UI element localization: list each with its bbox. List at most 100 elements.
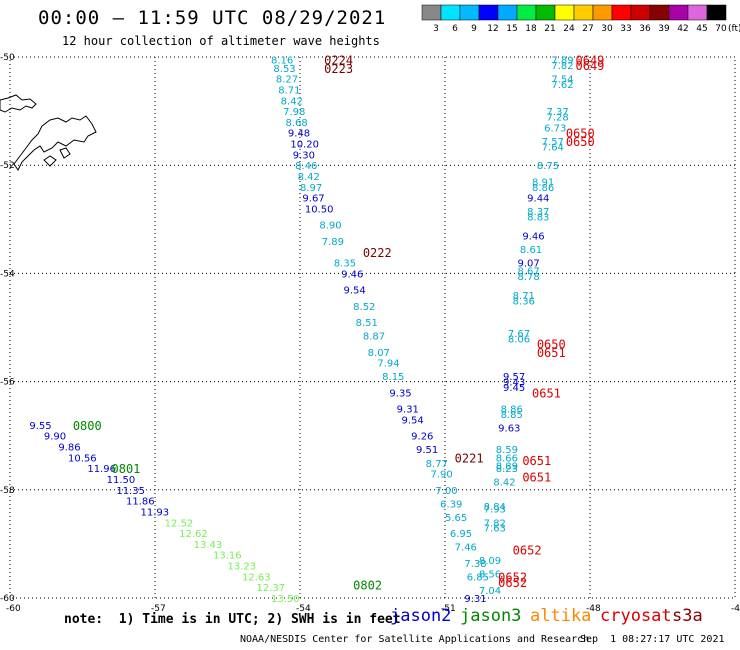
- swh-value: 9.48: [288, 129, 310, 140]
- swh-value: 9.55: [29, 421, 51, 432]
- swh-value: 8.36: [513, 296, 535, 307]
- colorbar-tick: 18: [525, 24, 537, 34]
- colorbar-tick: 27: [582, 24, 593, 34]
- colorbar-tick: 21: [544, 24, 555, 34]
- colorbar-tick: 33: [620, 24, 631, 34]
- swh-value: 5.65: [445, 513, 467, 524]
- swh-value: 8.71: [278, 85, 300, 96]
- swh-value: 11.93: [141, 507, 170, 518]
- swh-value: 7.89: [551, 56, 573, 67]
- swh-value: 10.20: [290, 140, 319, 151]
- swh-value: 12.63: [242, 572, 271, 583]
- axis-labels: -60 -57 -54 -51 -48 -45 -50 -52 -54 -56 -58 -60: [0, 53, 740, 614]
- note: note: 1) Time is in UTC; 2) SWH is in fe…: [64, 612, 401, 627]
- swh-value: 8.71: [513, 291, 535, 302]
- colorbar-swatch: [535, 4, 556, 21]
- footer-credit: NOAA/NESDIS Center for Satellite Applica…: [240, 634, 590, 645]
- y-tick-label: -58: [0, 486, 15, 496]
- swh-value: 8.90: [319, 221, 341, 232]
- pass-time-label: 0223: [324, 62, 353, 76]
- swh-value: 8.86: [532, 183, 554, 194]
- pass-time-label: 0652: [498, 576, 527, 590]
- swh-value: 8.46: [295, 161, 317, 172]
- colorbar-tick: 9: [471, 24, 477, 34]
- colorbar-swatch: [573, 4, 594, 21]
- colorbar-swatch: [592, 4, 613, 21]
- footer-timestamp: Sep 1 08:27:17 UTC 2021: [580, 634, 725, 645]
- swh-value: 9.31: [464, 594, 486, 605]
- y-tick-label: -60: [0, 594, 15, 604]
- colorbar-unit: (ft): [728, 24, 740, 34]
- swh-value: 9.43: [503, 378, 525, 389]
- swh-value: 8.23: [496, 464, 518, 475]
- y-tick-label: -54: [0, 269, 15, 279]
- swh-value: 8.87: [363, 332, 385, 343]
- pass-time-label: 0800: [73, 419, 102, 433]
- swh-value: 8.77: [426, 459, 448, 470]
- swh-value: 8.51: [356, 318, 378, 329]
- colorbar-swatch: [649, 4, 670, 21]
- swh-value: 9.63: [498, 424, 520, 435]
- colorbar-swatch: [668, 4, 689, 21]
- pass-time-label: 0801: [112, 462, 141, 476]
- legend-cryosat: cryosat: [600, 606, 672, 626]
- swh-value: 11.96: [87, 464, 116, 475]
- swh-value: 9.07: [518, 259, 540, 270]
- swh-value: 8.83: [527, 213, 549, 224]
- x-tick-label: -60: [6, 604, 21, 614]
- legend-altika: altika: [530, 606, 592, 626]
- swh-value: 8.59: [496, 445, 518, 456]
- swh-value: 8.42: [281, 96, 303, 107]
- swh-value: 8.56: [479, 570, 501, 581]
- y-tick-label: -56: [0, 378, 15, 388]
- chart-title: 00:00 – 11:59 UTC 08/29/2021: [38, 7, 387, 29]
- swh-value: 10.50: [305, 204, 334, 215]
- swh-value: 7.37: [547, 107, 569, 118]
- chart-subtitle: 12 hour collection of altimeter wave hei…: [62, 34, 380, 48]
- x-tick-label: -48: [586, 604, 601, 614]
- swh-value: 8.84: [484, 502, 506, 513]
- swh-value: 12.37: [257, 583, 286, 594]
- pass-time-label: 0651: [522, 454, 551, 468]
- swh-value: 8.61: [520, 245, 542, 256]
- legend-jason3: jason3: [460, 606, 522, 626]
- colorbar-tick: 30: [601, 24, 613, 34]
- swh-value: 7.38: [464, 559, 486, 570]
- colorbar-swatch: [630, 4, 651, 21]
- colorbar-tick: 70: [715, 24, 727, 34]
- swh-value: 8.15: [382, 372, 404, 383]
- y-tick-label: -52: [0, 161, 15, 171]
- swh-value: 7.64: [542, 142, 564, 153]
- colorbar-tick: 39: [658, 24, 670, 34]
- swh-value: 11.35: [116, 486, 145, 497]
- swh-value: 7.82: [551, 61, 573, 72]
- swh-value: 8.97: [300, 183, 322, 194]
- swh-value: 9.46: [522, 232, 544, 243]
- grid: [9, 56, 736, 599]
- colorbar-tick: 36: [639, 24, 651, 34]
- swh-value: 6.95: [450, 529, 472, 540]
- swh-value: 7.63: [484, 524, 506, 535]
- colorbar-swatch: [554, 4, 575, 21]
- legend-jason2: jason2: [390, 606, 452, 626]
- swh-value: 12.52: [165, 518, 194, 529]
- swh-value: 8.42: [493, 478, 515, 489]
- x-tick-label: -51: [441, 604, 456, 614]
- legend-s3a: s3a: [672, 606, 703, 626]
- swh-value: 8.86: [501, 405, 523, 416]
- swh-value: 13.43: [194, 540, 223, 551]
- swh-value: 7.98: [283, 107, 305, 118]
- swh-value: 9.54: [344, 286, 366, 297]
- swh-value: 13.23: [228, 562, 257, 573]
- pass-time-label: 0650: [566, 135, 595, 149]
- pass-time-label: 0222: [363, 246, 392, 260]
- swh-value: 8.53: [273, 64, 295, 75]
- track-time-labels: 0224022302220221064906490650065006500651…: [73, 54, 605, 593]
- colorbar-swatch: [687, 4, 708, 21]
- swh-value: 8.78: [518, 272, 540, 283]
- swh-value: 8.66: [496, 453, 518, 464]
- colorbar-tick: 42: [677, 24, 688, 34]
- swh-value: 9.54: [402, 415, 424, 426]
- swh-value: 7.90: [431, 470, 453, 481]
- swh-value: 10.56: [68, 453, 97, 464]
